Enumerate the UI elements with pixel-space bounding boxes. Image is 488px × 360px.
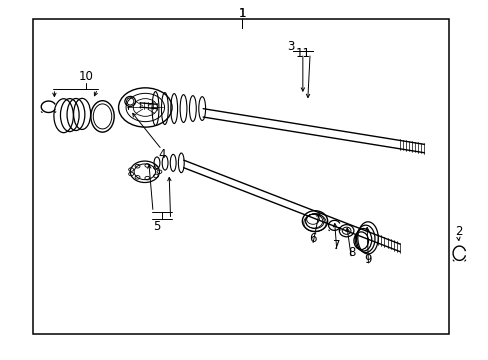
Text: 6: 6 <box>308 233 316 246</box>
Text: 1: 1 <box>238 8 245 21</box>
Text: 1: 1 <box>238 8 245 21</box>
Text: 11: 11 <box>295 47 310 60</box>
Text: 5: 5 <box>153 220 161 233</box>
Text: 4: 4 <box>158 148 165 162</box>
Text: 2: 2 <box>454 225 461 238</box>
Text: 10: 10 <box>79 70 94 83</box>
Text: 8: 8 <box>347 246 354 258</box>
Text: 3: 3 <box>286 40 294 53</box>
Text: 7: 7 <box>332 239 340 252</box>
Text: 9: 9 <box>364 253 371 266</box>
Bar <box>33 19 448 334</box>
